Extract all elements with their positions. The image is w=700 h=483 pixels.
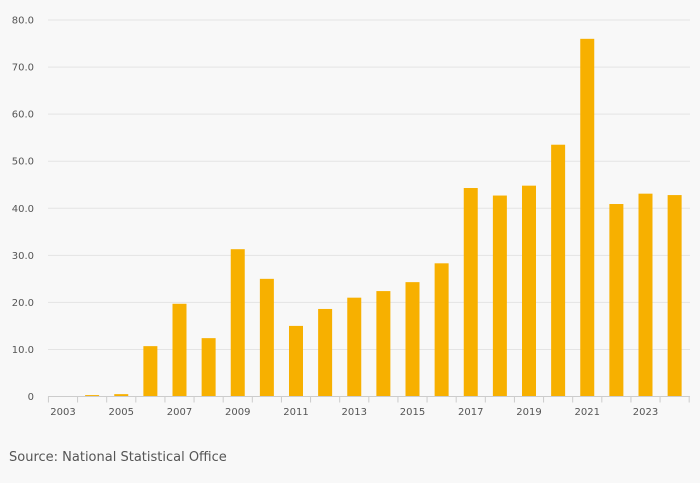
y-tick-label: 80.0: [12, 16, 34, 27]
bar-2013: [347, 297, 362, 397]
y-tick-label: 40.0: [12, 204, 34, 215]
bar-2009: [230, 249, 245, 397]
y-tick-label: 0: [28, 392, 34, 403]
x-tick-label: 2007: [167, 407, 192, 418]
x-tick-label: 2011: [283, 407, 308, 418]
x-tick-label: 2009: [225, 407, 250, 418]
bar-2021: [580, 38, 595, 397]
bar-2005: [114, 394, 129, 397]
bar-2024: [667, 195, 682, 397]
bar-2011: [289, 325, 303, 397]
y-tick-label: 50.0: [12, 157, 34, 168]
x-tick-label: 2015: [400, 407, 425, 418]
bars: [85, 38, 682, 397]
bar-2008: [201, 338, 216, 397]
bar-2010: [259, 278, 274, 397]
bar-2019: [522, 185, 536, 397]
y-tick-label: 60.0: [12, 110, 34, 121]
x-tick-label: 2005: [109, 407, 134, 418]
x-tick-label: 2017: [458, 407, 483, 418]
x-axis: [47, 396, 690, 403]
x-tick-label: 2023: [633, 407, 658, 418]
source-note: Source: National Statistical Office: [9, 450, 227, 465]
y-tick-label: 30.0: [12, 251, 34, 262]
bar-2007: [172, 303, 187, 397]
x-tick-label: 2021: [575, 407, 600, 418]
bar-2023: [638, 193, 653, 397]
gridlines: [48, 19, 690, 350]
bar-chart: 010.020.030.040.050.060.070.080.0 2003 20…: [12, 16, 690, 418]
x-tick-label: 2019: [516, 407, 541, 418]
bar-2017: [463, 188, 478, 397]
bar-2004: [85, 395, 100, 397]
y-tick-label: 10.0: [12, 345, 34, 356]
bar-2015: [405, 282, 420, 397]
bar-2016: [434, 263, 449, 397]
bar-2020: [551, 144, 566, 397]
x-tick-label: 2013: [342, 407, 367, 418]
y-tick-label: 70.0: [12, 63, 34, 74]
x-axis-ticks: 2003 2005 2007 2009 2011 2013 2015 2017 2019 2021…: [50, 407, 658, 418]
bar-2006: [143, 346, 158, 397]
bar-2014: [376, 291, 391, 397]
x-tick-label: 2003: [50, 407, 75, 418]
bar-2018: [492, 195, 507, 397]
bar-2022: [609, 204, 624, 397]
y-axis-ticks: 0 10.0 20.0 30.0 40.0 50.0 60.0 70.0 80.0: [12, 16, 34, 404]
bar-2012: [318, 308, 333, 397]
y-tick-label: 20.0: [12, 298, 34, 309]
